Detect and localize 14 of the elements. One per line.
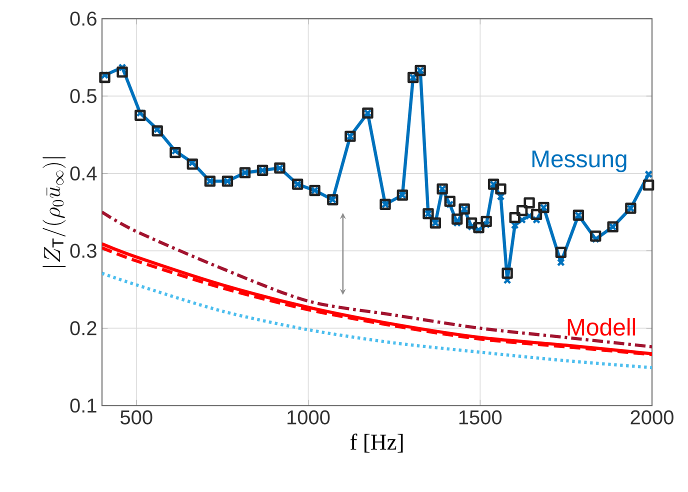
- y-tick-label: 0.3: [70, 244, 96, 258]
- series-label: Messung: [532, 150, 626, 172]
- y-tick-label: 0.2: [70, 321, 96, 336]
- y-tick-label: 0.5: [70, 88, 96, 104]
- series-label: Modell: [568, 318, 636, 336]
- x-tick-label: 1000: [288, 410, 330, 424]
- y-tick-label: 0.4: [70, 166, 97, 181]
- y-tick-label: 0.6: [70, 12, 96, 26]
- y-tick-label: 0.1: [70, 398, 96, 413]
- x-axis-title: f [Hz]: [350, 434, 403, 453]
- y-axis-title: $|Z_\mathrm{T}/(\rho_0\bar{u}_\infty)|$: [42, 157, 66, 267]
- x-tick-label: 1500: [459, 410, 502, 424]
- x-tick-label: 2000: [630, 410, 674, 424]
- x-tick-label: 500: [120, 410, 152, 424]
